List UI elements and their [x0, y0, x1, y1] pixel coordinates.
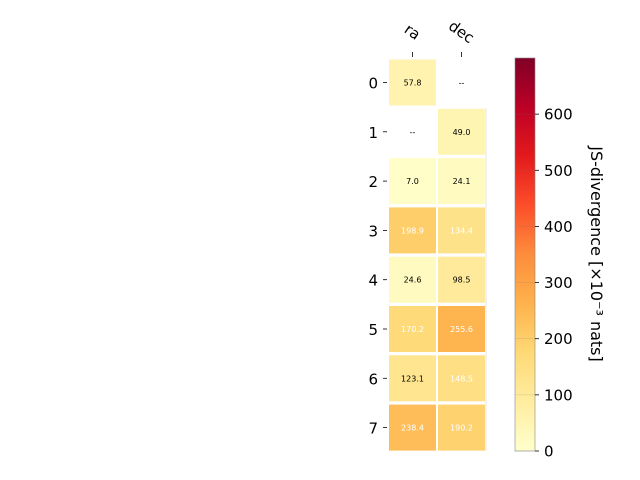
heatmap-cell: [438, 158, 485, 205]
row-tick-label: 7: [368, 420, 378, 438]
colorbar-tick-label: 0: [544, 443, 554, 461]
colorbar-tick-label: 400: [544, 218, 573, 236]
colorbar-tick-label: 300: [544, 274, 573, 292]
colorbar: 0 100 200 300 400 500 600 JS-divergence [×10⁻³…: [514, 57, 606, 461]
colorbar-tick-label: 600: [544, 106, 573, 124]
colorbar-tick-label: 200: [544, 330, 573, 348]
heatmap-cell: [438, 207, 485, 254]
row-tick-label: 0: [368, 75, 378, 93]
colorbar-tick-label: 500: [544, 162, 573, 180]
cell-value-label: 238.4: [401, 424, 424, 433]
cell-value-label: 170.2: [401, 325, 424, 334]
row-tick-label: 4: [368, 272, 378, 290]
cell-value-label: 123.1: [401, 374, 424, 383]
cell-value-label: 7.0: [406, 177, 419, 186]
column-tick-labels: ra dec: [401, 17, 478, 57]
cell-value-label: 190.2: [450, 424, 473, 433]
colorbar-label: JS-divergence [×10⁻³ nats]: [587, 145, 606, 361]
cell-value-label: 134.4: [450, 226, 473, 235]
row-tick-label: 5: [368, 321, 378, 339]
cell-value-label: 255.6: [450, 325, 473, 334]
row-tick-label: 2: [368, 173, 378, 191]
heatmap-cell: [438, 256, 485, 303]
heatmap-cell: [438, 306, 485, 352]
cell-value-label: 98.5: [453, 276, 471, 285]
heatmap-cell: [389, 404, 436, 451]
cell-value-label: 57.8: [404, 79, 422, 88]
row-tick-label: 6: [368, 370, 378, 388]
row-tick-label: 1: [368, 124, 378, 142]
heatmap-cell: [389, 355, 436, 402]
heatmap-cell: [389, 306, 436, 352]
colorbar-tick-label: 100: [544, 386, 573, 404]
colorbar-ticks: 0 100 200 300 400 500 600: [515, 106, 573, 461]
heatmap-cell: [389, 256, 436, 303]
cell-value-label: 148.5: [450, 374, 473, 383]
column-tick-label: ra: [401, 20, 424, 44]
colorbar-gradient: [514, 57, 536, 452]
cell-value-label: 49.0: [453, 128, 471, 137]
row-tick-labels: 0 1 2 3 4 5 6 7: [368, 75, 387, 438]
heatmap-cell: [389, 59, 436, 106]
cell-value-label: --: [459, 79, 465, 88]
row-tick-label: 3: [368, 222, 378, 240]
cell-value-label: 24.6: [404, 276, 422, 285]
heatmap-cell: [438, 355, 485, 402]
cell-value-label: --: [410, 128, 416, 137]
heatmap-cell: [438, 108, 485, 155]
heatmap-cells: 57.8 -- -- 49.0 7.0 24.1 198.9 134.4 24.6 98.5 170…: [389, 59, 487, 451]
cell-value-label: 24.1: [453, 177, 471, 186]
heatmap-cell: [389, 207, 436, 254]
heatmap-cell: [389, 158, 436, 205]
column-tick-label: dec: [445, 17, 477, 47]
heatmap-cell: [438, 404, 485, 451]
cell-value-label: 198.9: [401, 226, 424, 235]
